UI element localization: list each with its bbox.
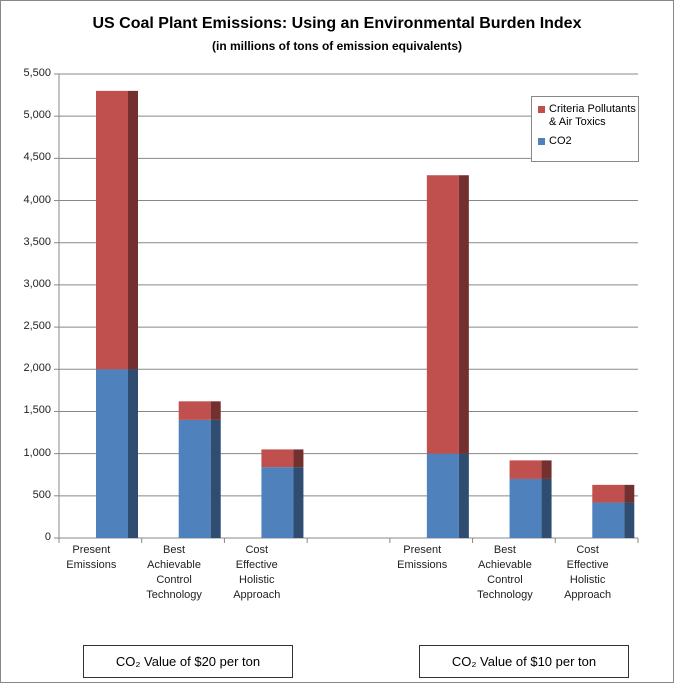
y-tick-label: 5,000 <box>23 109 51 122</box>
bar-front <box>261 467 294 538</box>
bar-segment <box>96 369 138 538</box>
bar-front <box>261 449 294 468</box>
x-tick-label: Present Emissions <box>397 544 448 571</box>
bar-segment <box>509 460 552 479</box>
bar-front <box>178 401 211 420</box>
y-tick-label: 2,500 <box>23 320 51 333</box>
legend-swatch <box>538 138 545 145</box>
legend-swatch <box>538 106 545 113</box>
bar-segment <box>178 401 221 420</box>
legend-label: CO2 <box>549 135 572 147</box>
bar-segment <box>592 502 635 538</box>
y-tick-label: 0 <box>44 531 51 543</box>
bar-side <box>541 460 552 479</box>
bar-front <box>592 484 625 503</box>
bar-segment <box>426 453 469 538</box>
x-tick-label: Best Achievable Control Technology <box>477 544 533 601</box>
group-label: CO₂ Value of $20 per ton <box>83 645 293 678</box>
bar-front <box>426 175 459 454</box>
bar-side <box>541 478 552 538</box>
bar-segment <box>261 467 304 538</box>
bar-segment <box>96 90 138 370</box>
bar-side <box>624 502 635 538</box>
bar-side <box>128 369 138 538</box>
bar-front <box>96 90 128 370</box>
chart-title: US Coal Plant Emissions: Using an Enviro… <box>92 15 582 32</box>
y-tick-label: 1,500 <box>23 404 51 417</box>
bar-segment <box>592 484 635 503</box>
y-tick-label: 4,500 <box>23 151 51 164</box>
y-tick-label: 2,000 <box>23 362 51 375</box>
bar-side <box>128 90 138 370</box>
bar-front <box>592 502 625 538</box>
y-tick-label: 500 <box>32 488 51 501</box>
bar-side <box>210 401 221 420</box>
y-tick-label: 3,500 <box>23 235 51 248</box>
x-tick-label: Cost Effective Holistic Approach <box>233 544 281 601</box>
legend-item: Criteria Pollutants & Air Toxics <box>538 103 638 129</box>
y-tick-label: 5,500 <box>23 67 51 79</box>
x-tick-label: Cost Effective Holistic Approach <box>564 544 612 601</box>
bar-segment <box>178 419 221 538</box>
legend-label: Criteria Pollutants & Air Toxics <box>549 103 636 128</box>
y-tick-label: 1,000 <box>23 446 51 459</box>
group-label: CO₂ Value of $10 per ton <box>419 645 629 678</box>
x-tick-label: Present Emissions <box>66 544 117 571</box>
chart-subtitle: (in millions of tons of emission equival… <box>211 39 463 53</box>
bar-side <box>293 449 304 468</box>
bar-front <box>509 478 542 538</box>
legend: Criteria Pollutants & Air Toxics CO2 <box>531 96 639 162</box>
y-tick-label: 4,000 <box>23 193 51 206</box>
y-tick-label: 3,000 <box>23 277 51 290</box>
bar-front <box>509 460 542 479</box>
bar-side <box>210 419 221 538</box>
bar-segment <box>509 478 552 538</box>
bar-segment <box>426 175 469 454</box>
bar-segment <box>261 449 304 468</box>
bar-side <box>458 453 469 538</box>
bar-front <box>426 453 459 538</box>
x-tick-label: Best Achievable Control Technology <box>146 544 202 601</box>
bar-front <box>96 369 128 538</box>
bar-side <box>624 484 635 503</box>
bar-front <box>178 419 211 538</box>
bar-side <box>293 467 304 538</box>
legend-item: CO2 <box>538 135 638 148</box>
bar-side <box>458 175 469 454</box>
